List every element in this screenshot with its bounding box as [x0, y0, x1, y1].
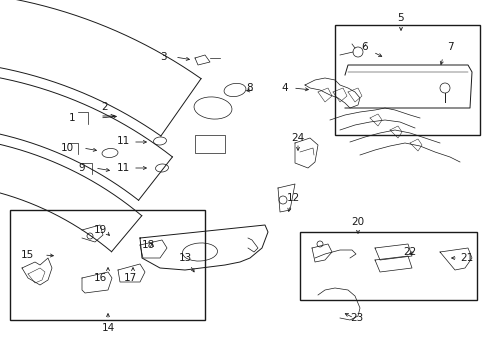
Text: 6: 6: [361, 42, 367, 52]
Text: 13: 13: [178, 253, 191, 263]
Text: 20: 20: [351, 217, 364, 227]
Text: 11: 11: [116, 136, 129, 146]
Text: 22: 22: [403, 247, 416, 257]
Text: 23: 23: [350, 313, 363, 323]
Text: 19: 19: [93, 225, 106, 235]
Bar: [334, 25, 479, 135]
Bar: [299, 232, 476, 300]
Text: 14: 14: [101, 323, 114, 333]
Text: 1: 1: [68, 113, 75, 123]
Bar: [10, 210, 204, 320]
Text: 2: 2: [102, 102, 108, 112]
Text: 12: 12: [286, 193, 299, 203]
Text: 3: 3: [160, 52, 166, 62]
Text: 7: 7: [446, 42, 452, 52]
Text: 15: 15: [20, 250, 34, 260]
Text: 4: 4: [281, 83, 288, 93]
Text: 11: 11: [116, 163, 129, 173]
Text: 18: 18: [141, 240, 154, 250]
Text: 5: 5: [397, 13, 404, 23]
Text: 17: 17: [123, 273, 136, 283]
Text: 16: 16: [93, 273, 106, 283]
Text: 24: 24: [291, 133, 304, 143]
Text: 10: 10: [61, 143, 73, 153]
Text: 8: 8: [246, 83, 253, 93]
Text: 21: 21: [459, 253, 473, 263]
Text: 9: 9: [79, 163, 85, 173]
